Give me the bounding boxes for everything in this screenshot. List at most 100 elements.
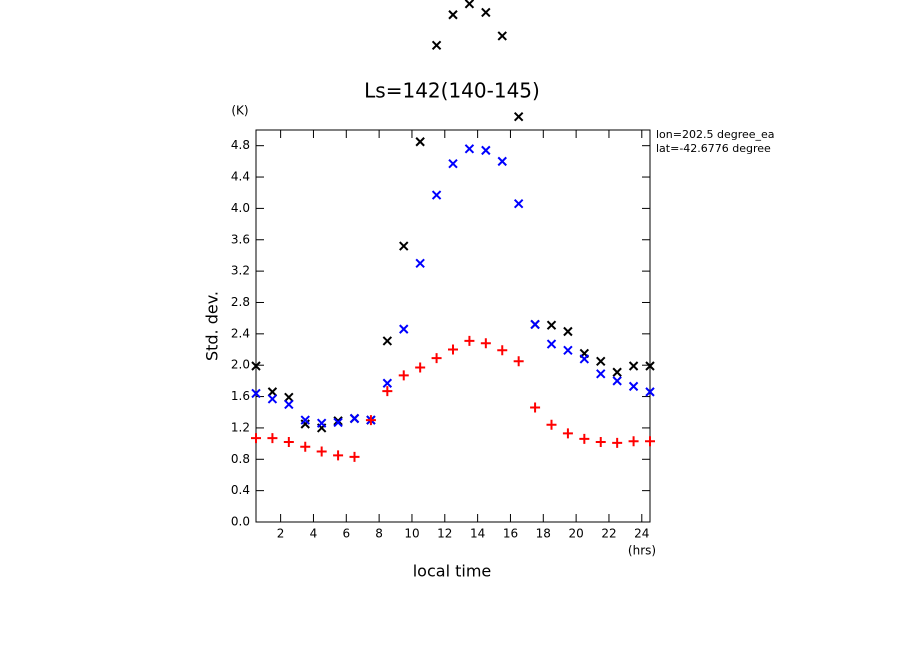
y-tick-label: 2.0	[231, 358, 250, 372]
marker	[398, 370, 409, 381]
chart-title: Ls=142(140-145)	[364, 79, 540, 103]
marker	[300, 415, 310, 425]
marker	[579, 354, 590, 364]
marker	[349, 451, 360, 462]
y-tick-label: 0.8	[231, 452, 250, 466]
marker	[513, 198, 524, 209]
marker	[497, 345, 508, 356]
y-tick-label: 3.2	[231, 264, 250, 278]
plot-frame	[255, 129, 651, 523]
x-axis-label: local time	[413, 562, 492, 581]
y-tick-label: 0.4	[231, 483, 250, 497]
marker	[497, 31, 507, 41]
y-axis-label: Std. dev.	[203, 291, 222, 361]
y-tick-label: 2.8	[231, 295, 250, 309]
marker	[464, 144, 475, 154]
x-tick-label: 24	[634, 527, 649, 541]
marker	[431, 353, 442, 364]
marker	[563, 326, 573, 337]
marker	[645, 436, 655, 447]
marker	[365, 415, 376, 426]
marker	[431, 190, 442, 200]
annotation: lon=202.5 degree_ea	[656, 128, 775, 141]
marker	[645, 387, 655, 397]
y-tick-label: 4.0	[231, 201, 250, 215]
marker	[349, 413, 360, 424]
marker	[382, 336, 393, 346]
marker	[480, 338, 491, 349]
marker	[415, 258, 425, 268]
x-tick-label: 16	[503, 527, 518, 541]
marker	[251, 433, 261, 444]
y-tick-label: 0.0	[231, 515, 250, 529]
marker	[283, 437, 294, 448]
marker	[612, 437, 623, 448]
marker	[382, 386, 393, 397]
marker	[333, 450, 344, 461]
marker	[596, 369, 606, 379]
x-tick-label: 12	[437, 527, 452, 541]
marker	[562, 428, 573, 439]
x-tick-label: 10	[404, 527, 419, 541]
marker	[300, 441, 311, 452]
marker	[316, 446, 327, 457]
y-tick-label: 2.4	[231, 326, 250, 340]
marker	[284, 399, 294, 410]
x-tick-label: 6	[342, 527, 350, 541]
x-tick-label: 2	[277, 527, 285, 541]
marker	[546, 339, 557, 349]
marker	[546, 320, 557, 330]
x-tick-label: 22	[601, 527, 616, 541]
marker	[464, 335, 475, 346]
marker	[628, 436, 639, 447]
marker	[267, 433, 278, 444]
marker	[596, 356, 606, 366]
marker	[448, 10, 458, 20]
marker	[382, 378, 393, 388]
marker	[645, 361, 655, 371]
marker	[284, 392, 294, 403]
marker	[415, 362, 426, 373]
marker	[399, 241, 409, 251]
marker	[464, 0, 475, 9]
marker	[530, 402, 541, 413]
marker	[431, 40, 442, 51]
marker	[333, 417, 343, 428]
x-tick-label: 8	[375, 527, 383, 541]
marker	[448, 344, 458, 355]
y-tick-label: 4.8	[231, 138, 250, 152]
y-tick-label: 1.2	[231, 420, 250, 434]
x-tick-label: 20	[568, 527, 583, 541]
x-unit: (hrs)	[628, 544, 656, 558]
marker	[399, 324, 409, 334]
marker	[481, 145, 491, 156]
marker	[497, 156, 507, 167]
marker	[513, 356, 524, 367]
y-tick-label: 4.4	[231, 170, 250, 184]
marker	[612, 367, 622, 377]
marker	[595, 437, 606, 448]
marker	[267, 394, 278, 404]
marker	[415, 137, 425, 147]
marker	[267, 387, 278, 397]
marker	[530, 319, 540, 330]
marker	[513, 111, 524, 122]
marker	[612, 376, 622, 386]
marker	[316, 418, 327, 428]
annotation: lat=-42.6776 degree	[656, 142, 771, 155]
x-tick-label: 14	[470, 527, 485, 541]
marker	[563, 345, 573, 356]
marker	[251, 361, 261, 371]
x-tick-label: 18	[536, 527, 551, 541]
marker	[546, 419, 557, 430]
marker	[448, 159, 458, 169]
marker	[481, 7, 491, 18]
marker	[579, 433, 590, 444]
x-tick-label: 4	[310, 527, 318, 541]
y-tick-label: 3.6	[231, 232, 250, 246]
y-unit: (K)	[231, 104, 248, 118]
y-tick-label: 1.6	[231, 389, 250, 403]
marker	[251, 388, 261, 399]
marker	[628, 381, 639, 392]
